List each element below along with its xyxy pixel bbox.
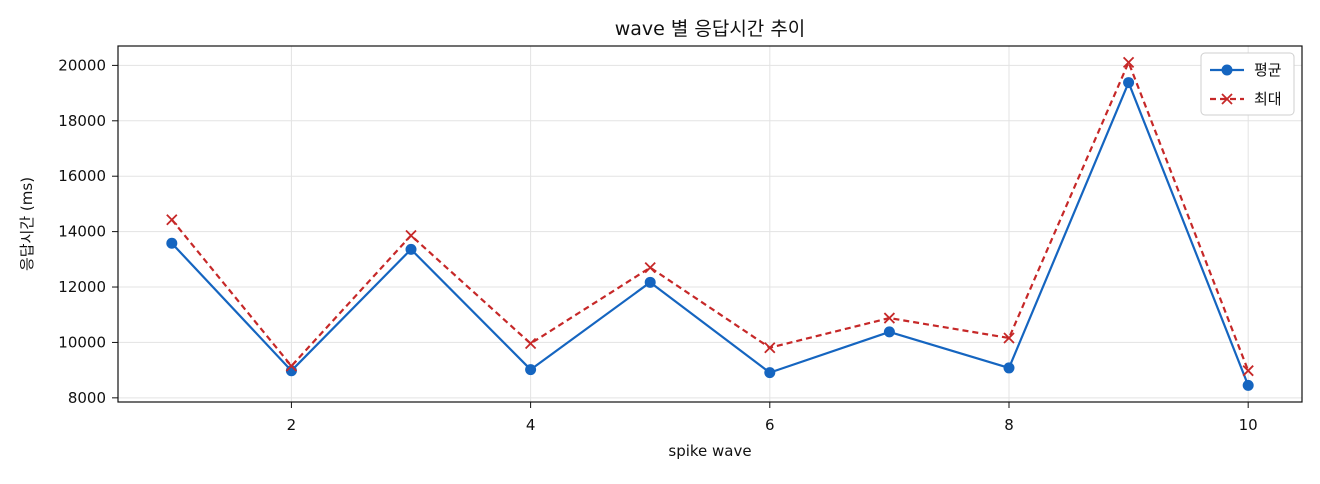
plot-area-frame	[117, 45, 1303, 403]
series-max-point	[1242, 365, 1254, 377]
chart-title: wave 별 응답시간 추이	[615, 18, 806, 40]
series-avg-point	[166, 237, 178, 249]
series-avg-point	[1123, 77, 1135, 89]
series-max-point	[1003, 332, 1015, 344]
series-avg-point	[1003, 362, 1015, 374]
x-tick-label: 4	[526, 416, 536, 434]
y-tick-label: 8000	[68, 389, 106, 407]
y-tick-label: 10000	[58, 333, 106, 351]
series-max-point	[644, 261, 656, 274]
x-axis-label: spike wave	[668, 442, 751, 460]
series-max-point	[405, 229, 417, 242]
y-tick-label: 12000	[58, 278, 106, 296]
legend-avg-label: 평균	[1254, 61, 1282, 79]
series-avg-point	[764, 367, 776, 379]
x-tick-label: 8	[1004, 416, 1014, 434]
series-max-point	[166, 214, 178, 226]
y-tick-label: 18000	[58, 112, 106, 130]
y-tick-label: 16000	[58, 167, 106, 185]
series-max-point	[883, 312, 896, 324]
legend-max-label: 최대	[1254, 90, 1282, 108]
series-avg-point	[525, 364, 537, 376]
y-tick-label: 20000	[58, 56, 106, 74]
series-avg-line	[171, 81, 1250, 386]
legend-avg-marker	[1221, 64, 1233, 76]
series-max-point	[524, 337, 537, 350]
series-max-point	[1122, 56, 1135, 68]
legend-max-marker	[1221, 93, 1233, 105]
series-avg-point	[644, 276, 656, 288]
x-tick-label: 2	[287, 416, 297, 434]
series-max-line	[170, 61, 1250, 372]
legend: 평균 최대	[1200, 52, 1295, 116]
axis-ticks: 2 4 6 8 10 8000 10000 12000 14000 16000 18000 20000	[58, 56, 1257, 434]
series-avg-point	[883, 326, 895, 338]
x-tick-label: 6	[765, 416, 775, 434]
series-max-point	[764, 342, 776, 354]
grid-lines	[118, 46, 1302, 402]
series-layer	[166, 56, 1254, 391]
y-axis-label: 응답시간 (ms)	[18, 177, 36, 271]
series-max-point	[285, 360, 298, 372]
x-tick-label: 10	[1239, 416, 1258, 434]
series-avg-point	[1242, 379, 1254, 391]
y-tick-label: 14000	[58, 223, 106, 241]
series-avg-point	[405, 243, 417, 255]
